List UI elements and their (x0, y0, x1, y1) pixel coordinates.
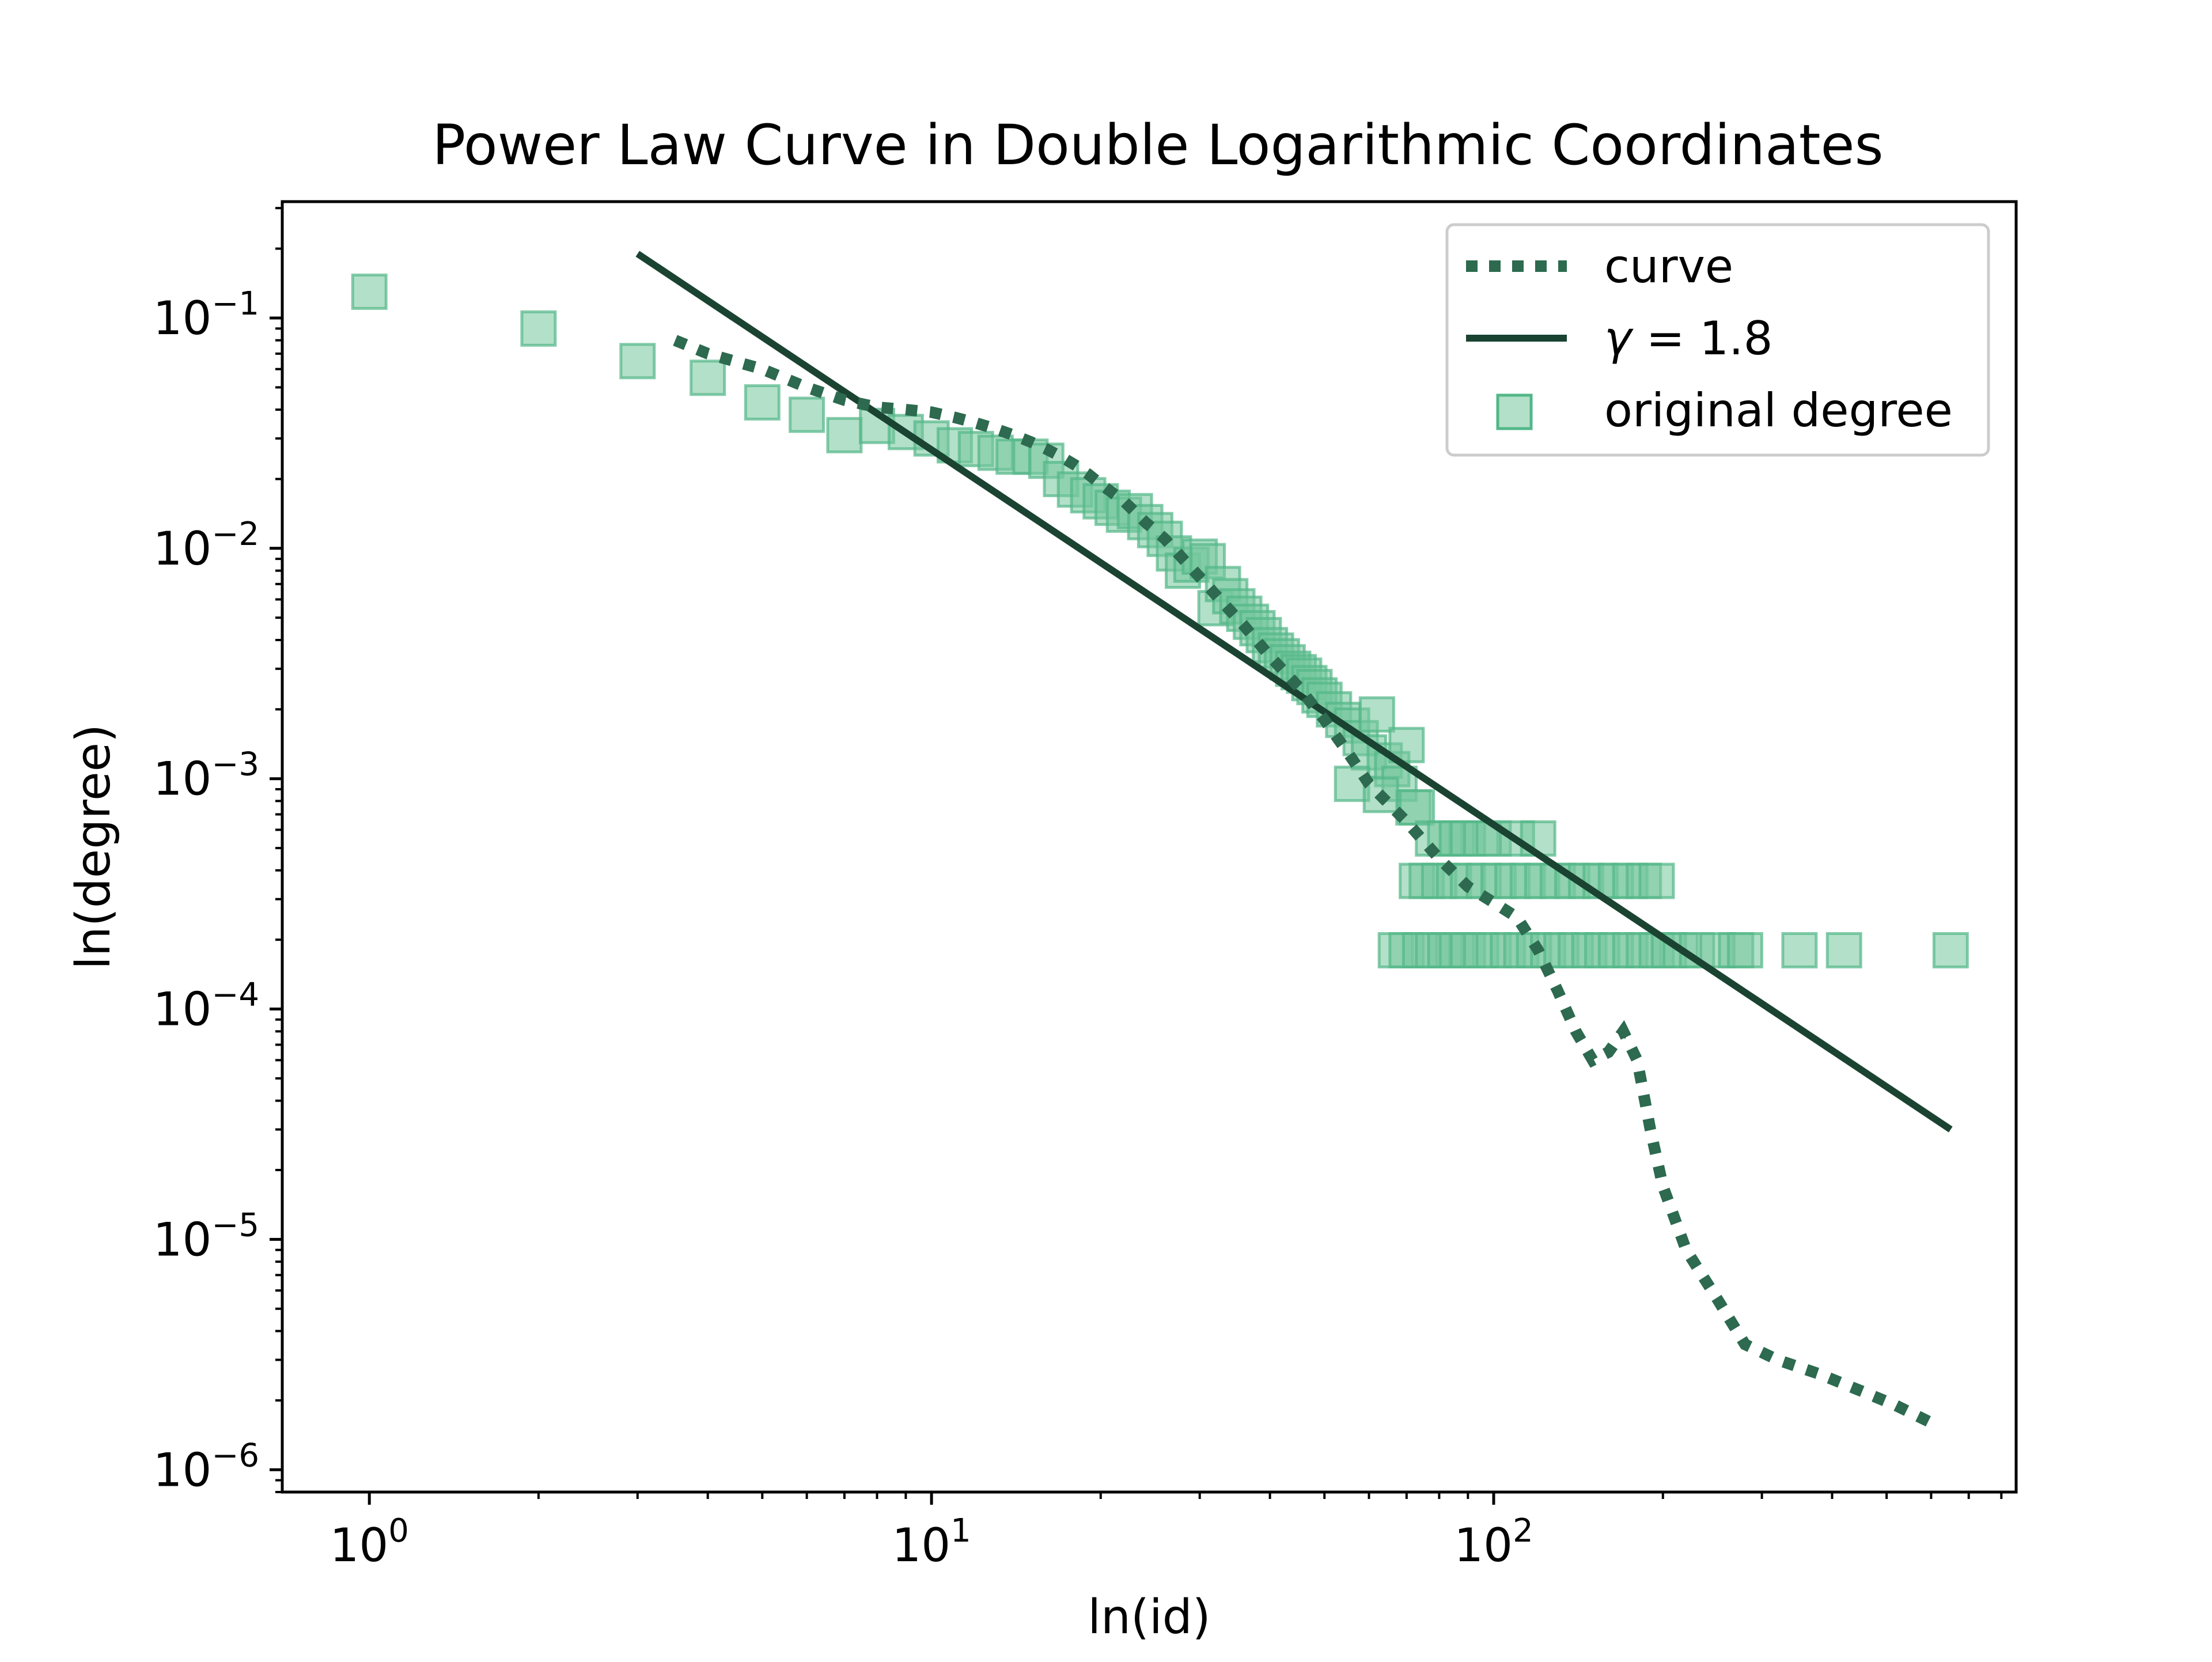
scatter-point (826, 417, 863, 453)
scatter-point (1932, 932, 1969, 968)
x-tick-label: 100 (329, 1512, 408, 1572)
y-tick-exponent: −3 (211, 746, 259, 783)
scatter-point (1726, 932, 1763, 968)
scatter-point (1399, 789, 1435, 826)
y-tick-base: 10 (153, 752, 212, 806)
y-tick-exponent: −6 (211, 1437, 259, 1474)
legend-degree-label: original degree (1604, 384, 1953, 437)
y-tick-exponent: −5 (211, 1206, 259, 1244)
y-tick-label: 10−4 (153, 976, 259, 1036)
y-tick-base: 10 (153, 983, 212, 1036)
scatter-point (1825, 932, 1862, 968)
x-tick-exponent: 0 (388, 1512, 409, 1550)
scatter-point (1358, 696, 1395, 733)
scatter-point (351, 273, 388, 310)
x-tick-base: 10 (892, 1519, 950, 1572)
scatter-point (789, 396, 825, 433)
y-tick-label: 10−2 (153, 516, 259, 576)
fit-line (635, 251, 1953, 1133)
y-tick-exponent: −2 (211, 516, 259, 553)
y-tick-label: 10−6 (153, 1437, 259, 1497)
y-tick-base: 10 (153, 1213, 212, 1266)
y-tick-base: 10 (153, 522, 212, 576)
scatter-point (1781, 932, 1818, 968)
y-tick-label: 10−3 (153, 746, 259, 806)
legend: curve γ = 1.8 original degree (1445, 223, 1990, 457)
scatter-point (520, 310, 557, 347)
y-tick-label: 10−5 (153, 1206, 259, 1266)
axes-frame (281, 200, 2018, 1494)
x-tick-label: 102 (1454, 1512, 1533, 1572)
legend-fit-label: γ = 1.8 (1604, 312, 1772, 365)
plot-area (351, 251, 1969, 1428)
x-tick-exponent: 2 (1513, 1512, 1533, 1550)
legend-curve-label: curve (1604, 240, 1733, 293)
legend-degree-swatch (1496, 393, 1533, 430)
x-tick-base: 10 (1454, 1519, 1513, 1572)
x-axis-label: ln(id) (1088, 1590, 1211, 1645)
scatter-point (619, 343, 656, 380)
legend-fit-value: = 1.8 (1631, 312, 1772, 365)
y-tick-base: 10 (153, 291, 212, 345)
x-tick-label: 101 (892, 1512, 971, 1572)
y-tick-base: 10 (153, 1443, 212, 1497)
x-tick-base: 10 (329, 1519, 388, 1572)
legend-fit-gamma: γ (1604, 312, 1634, 365)
y-tick-exponent: −1 (211, 285, 259, 323)
chart-title: Power Law Curve in Double Logarithmic Co… (432, 113, 1883, 177)
scatter-point (1638, 862, 1675, 899)
y-axis-label: ln(degree) (66, 724, 121, 970)
scatter-point (744, 384, 781, 421)
x-tick-exponent: 1 (950, 1512, 971, 1550)
legend-frame (1445, 223, 1990, 457)
scatter-point (690, 359, 726, 396)
y-tick-exponent: −4 (211, 976, 259, 1014)
y-tick-label: 10−1 (153, 285, 259, 345)
